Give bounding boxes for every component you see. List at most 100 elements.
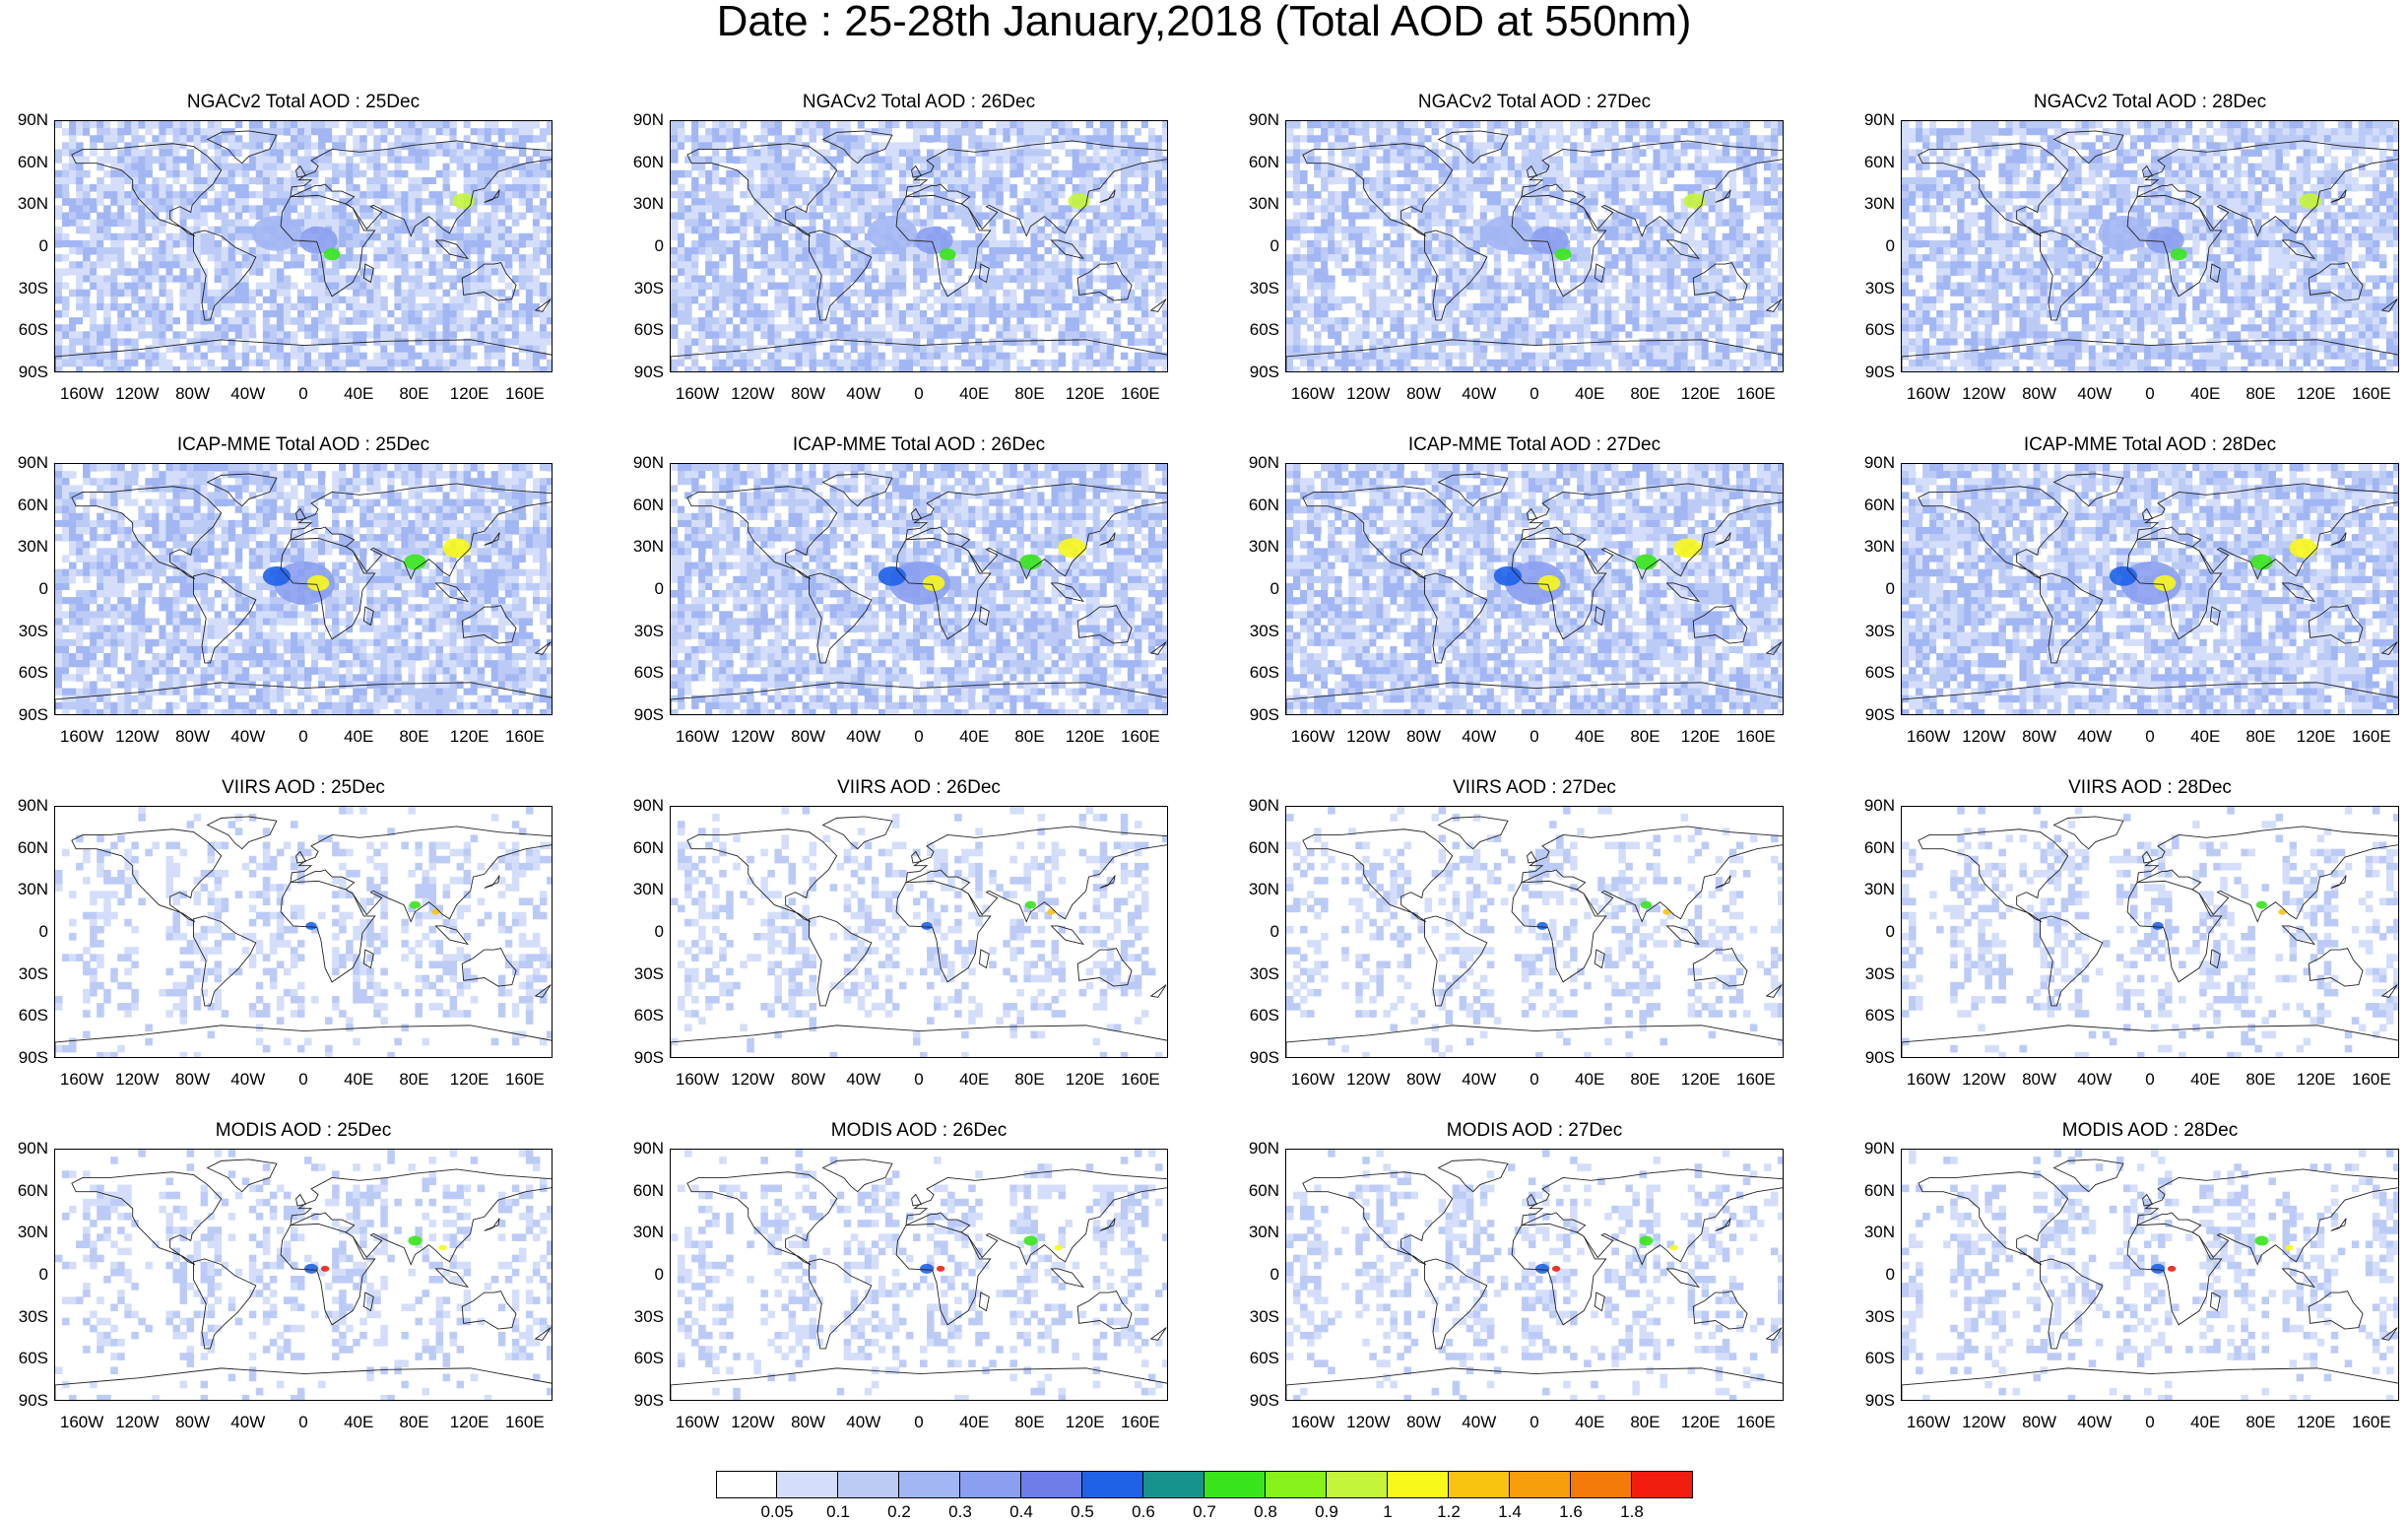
lat-tick-label: 90N [5, 796, 48, 816]
lat-tick-label: 90N [620, 1139, 664, 1159]
aod-hotspot [1639, 1235, 1654, 1246]
panel-title: VIIRS AOD : 25Dec [222, 777, 385, 799]
lat-tick-label: 90S [5, 363, 48, 382]
lon-tick-label: 40W [1462, 1413, 1496, 1432]
lon-tick-label: 40E [344, 1070, 373, 1090]
aod-hotspot [2289, 538, 2317, 559]
lon-tick-label: 120E [1681, 727, 1721, 747]
lat-tick-label: 60N [1236, 496, 1279, 515]
aod-map [1902, 1150, 2398, 1400]
coastline [1715, 189, 1731, 203]
coastline [461, 605, 517, 644]
lat-tick-label: 60S [620, 320, 664, 340]
coastline [1076, 605, 1133, 644]
aod-hotspot [438, 1244, 447, 1251]
colorbar-swatch [777, 1471, 838, 1498]
colorbar-swatch [1388, 1471, 1449, 1498]
lon-tick-label: 0 [914, 1070, 923, 1090]
coastline [1424, 1258, 1488, 1350]
lat-tick-label: 60S [1852, 663, 1895, 683]
coastline [193, 915, 257, 1007]
lon-tick-label: 120W [1962, 1413, 2005, 1432]
coastline [484, 1218, 500, 1231]
lon-tick-label: 80E [2245, 1413, 2275, 1432]
coastline [484, 875, 500, 889]
coastline [809, 1258, 873, 1350]
lon-tick-label: 120E [2297, 384, 2336, 404]
aod-map [55, 464, 552, 714]
lon-tick-label: 80W [175, 384, 210, 404]
lat-tick-label: 30N [620, 537, 664, 557]
coastline [1424, 230, 1488, 321]
colorbar-swatch [1510, 1471, 1571, 1498]
aod-map [1902, 807, 2398, 1057]
lat-tick-label: 60S [1852, 1006, 1895, 1026]
coastline [686, 828, 838, 923]
coastline [1437, 473, 1509, 507]
coastline [362, 606, 374, 627]
lon-tick-label: 160E [1736, 727, 1776, 747]
coastline [1902, 682, 2398, 714]
lat-tick-label: 90N [1236, 796, 1279, 816]
lat-tick-label: 90N [1852, 796, 1895, 816]
lon-tick-label: 40W [846, 727, 880, 747]
lat-tick-label: 90N [5, 453, 48, 473]
lat-tick-label: 30N [5, 1223, 48, 1242]
colorbar-swatch [1632, 1471, 1693, 1498]
lon-tick-label: 160E [1121, 384, 1160, 404]
coastline [2052, 473, 2124, 507]
lon-tick-label: 40W [2077, 727, 2112, 747]
lon-tick-label: 160W [1291, 727, 1334, 747]
lon-tick-label: 160E [1121, 727, 1160, 747]
coastline [1902, 339, 2398, 371]
lon-tick-label: 120W [731, 1070, 774, 1090]
coastline [206, 816, 278, 850]
coastline [1918, 486, 2069, 580]
aod-map [55, 807, 552, 1057]
lon-tick-label: 0 [1529, 384, 1538, 404]
colorbar-label: 0.05 [760, 1502, 793, 1522]
lat-tick-label: 30S [5, 964, 48, 984]
coastline [2209, 606, 2221, 627]
lat-tick-label: 90N [620, 453, 664, 473]
coastline [1302, 828, 1454, 923]
lat-tick-label: 30S [1852, 622, 1895, 641]
lat-tick-label: 0 [1236, 579, 1279, 599]
lon-tick-label: 160E [2352, 1070, 2391, 1090]
panel-title: ICAP-MME Total AOD : 26Dec [793, 434, 1045, 456]
lon-tick-label: 120E [1066, 1413, 1105, 1432]
coastline [686, 143, 838, 237]
aod-hotspot [2109, 565, 2137, 586]
lat-tick-label: 30S [1236, 964, 1279, 984]
coastline [1076, 948, 1133, 987]
lon-tick-label: 80W [791, 727, 825, 747]
lat-tick-label: 30S [5, 622, 48, 641]
aod-hotspot [2152, 921, 2164, 930]
lon-tick-label: 80E [2245, 727, 2275, 747]
colorbar-label: 0.1 [826, 1502, 850, 1522]
coastline [2330, 189, 2347, 203]
lon-tick-label: 40E [959, 1413, 989, 1432]
lon-tick-label: 80E [399, 727, 428, 747]
map-area [1285, 120, 1784, 372]
panel-title: NGACv2 Total AOD : 27Dec [1418, 92, 1651, 113]
coastline [55, 1025, 552, 1057]
lon-tick-label: 120E [1681, 1413, 1721, 1432]
lon-tick-label: 40W [846, 384, 880, 404]
lon-tick-label: 40W [2077, 384, 2112, 404]
coastline [295, 850, 307, 864]
aod-hotspot [2151, 1263, 2166, 1274]
aod-hotspot [2285, 1244, 2294, 1251]
aod-hotspot [914, 226, 953, 254]
lat-tick-label: 60N [5, 496, 48, 515]
lon-tick-label: 160E [1736, 1413, 1776, 1432]
coastline [295, 507, 307, 521]
lon-tick-label: 160W [1907, 727, 1950, 747]
coastline [71, 1171, 223, 1266]
lon-tick-label: 160E [1121, 1070, 1160, 1090]
aod-hotspot [262, 565, 291, 586]
lon-tick-label: 160E [1121, 1413, 1160, 1432]
coastline [1918, 1171, 2069, 1266]
map-area [1285, 1149, 1784, 1401]
colorbar-swatch [1449, 1471, 1510, 1498]
